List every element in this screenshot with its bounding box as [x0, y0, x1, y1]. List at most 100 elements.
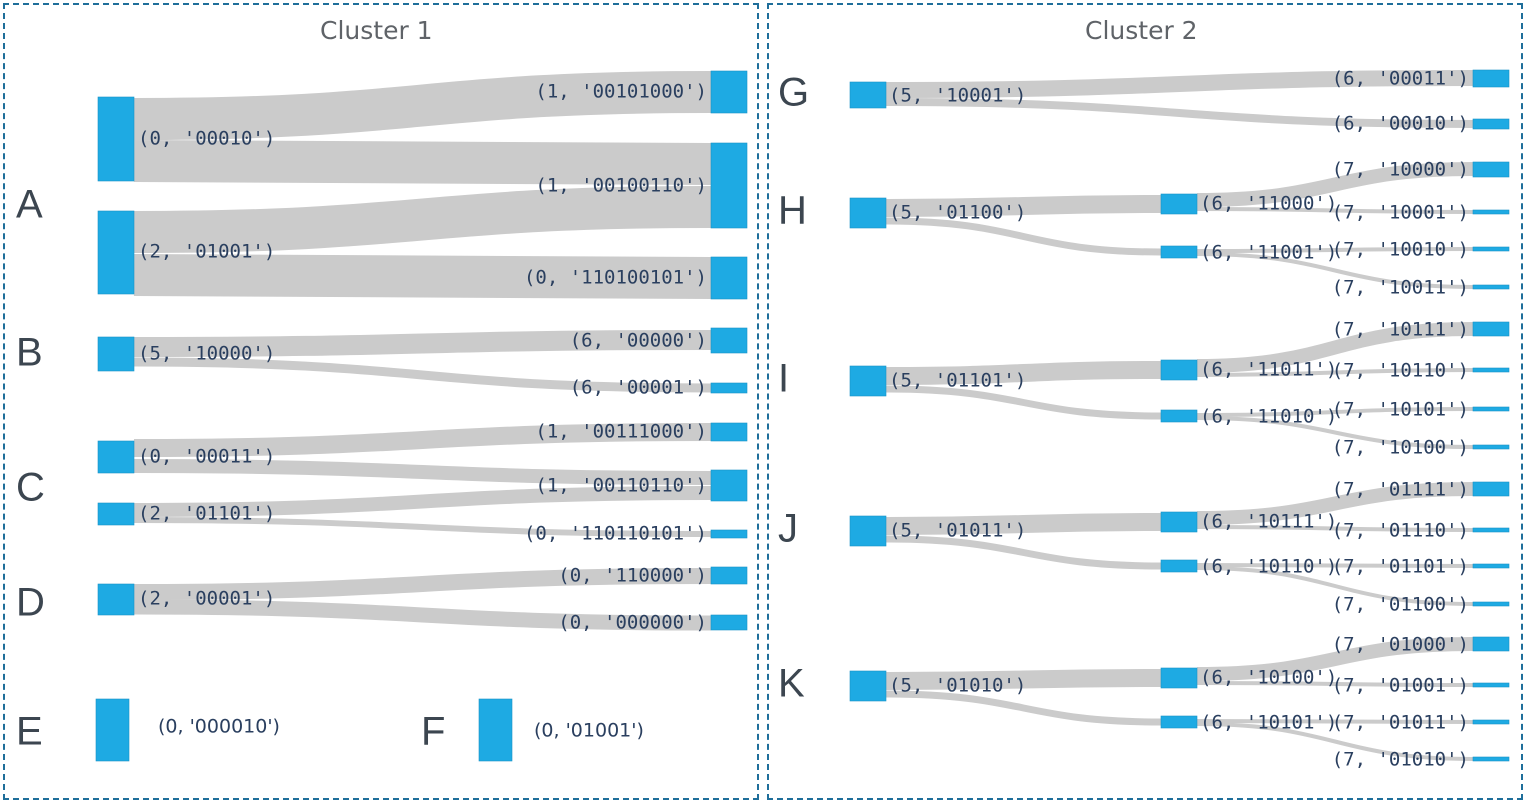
label-h-t2: (7, '10001'): [1332, 202, 1469, 224]
j-m1-t1-link: [1196, 482, 1474, 525]
k-m1-t1-link: [1196, 637, 1474, 681]
h-s-m1-link: [885, 195, 1162, 217]
node-i-t4: [1472, 444, 1510, 450]
label-h-s: (5, '01100'): [889, 202, 1026, 224]
node-j-s: [849, 515, 887, 547]
group-letter-e: E: [16, 710, 43, 754]
node-j-t4: [1472, 601, 1510, 607]
c-s1-t1-link: [133, 423, 712, 457]
node-i-t1: [1472, 321, 1510, 337]
label-c-s2: (2, '01101'): [138, 503, 275, 525]
group-letter-a: A: [16, 183, 43, 227]
label-g-s: (5, '10001'): [889, 85, 1026, 107]
label-d-s: (2, '00001'): [138, 588, 275, 610]
i-m2-t3-link: [1196, 407, 1474, 417]
label-a-t2: (1, '00100110'): [535, 175, 707, 197]
label-b-t2: (6, '00001'): [570, 377, 707, 399]
k-m2-t3-link: [1196, 719, 1474, 724]
label-i-m1: (6, '11011'): [1200, 359, 1337, 381]
node-a-t3: [710, 256, 748, 300]
label-k-s: (5, '01010'): [889, 675, 1026, 697]
k-m1-t2-link: [1196, 681, 1474, 687]
node-a-t2: [710, 142, 748, 229]
label-e: (0, '000010'): [158, 716, 280, 738]
node-k-m1: [1160, 667, 1198, 689]
node-h-t3: [1472, 246, 1510, 252]
group-letter-g: G: [778, 71, 809, 115]
label-k-t1: (7, '01000'): [1332, 634, 1469, 656]
node-c-t2: [710, 469, 748, 502]
node-k-t3: [1472, 719, 1510, 725]
label-a-t3: (0, '110100101'): [524, 267, 707, 289]
label-j-t4: (7, '01100'): [1332, 594, 1469, 616]
node-c-s1: [97, 440, 135, 474]
label-c-t3: (0, '110110101'): [524, 523, 707, 545]
node-d-t2: [710, 614, 748, 631]
i-m2-t4-link: [1196, 416, 1474, 449]
k-s-m1-link: [885, 669, 1162, 690]
c-s2-t2-link: [133, 486, 712, 517]
group-letter-c: C: [16, 466, 45, 510]
cluster-1-frame: [3, 3, 759, 800]
label-d-t2: (0, '000000'): [558, 612, 707, 634]
g-s-t2-link: [885, 98, 1474, 128]
label-k-t2: (7, '01001'): [1332, 675, 1469, 697]
label-h-t4: (7, '10011'): [1332, 277, 1469, 299]
group-letter-b: B: [16, 331, 43, 375]
label-k-m1: (6, '10100'): [1200, 667, 1337, 689]
i-m1-t2-link: [1196, 368, 1474, 377]
node-j-m2: [1160, 559, 1198, 573]
label-k-m2: (6, '10101'): [1200, 712, 1337, 734]
j-s-m1-link: [885, 513, 1162, 535]
h-m2-t3-link: [1196, 247, 1474, 253]
node-b-t1: [710, 327, 748, 354]
c-s2-t3-link: [133, 517, 712, 537]
node-k-t4: [1472, 756, 1510, 762]
j-m1-t2-link: [1196, 525, 1474, 532]
label-h-t1: (7, '10000'): [1332, 159, 1469, 181]
node-h-m1: [1160, 193, 1198, 215]
g-s-t1-link: [885, 70, 1474, 98]
node-j-m1: [1160, 511, 1198, 533]
node-c-t3: [710, 529, 748, 539]
i-s-m1-link: [885, 361, 1162, 385]
cluster-1-title: Cluster 1: [320, 16, 433, 45]
j-s-m2-link: [885, 535, 1162, 570]
node-g-t1: [1472, 69, 1510, 88]
node-e: [95, 698, 130, 762]
label-d-t1: (0, '110000'): [558, 565, 707, 587]
label-j-t2: (7, '01110'): [1332, 520, 1469, 542]
group-letter-k: K: [778, 662, 805, 706]
node-h-t4: [1472, 284, 1510, 290]
a-s1-t1-link: [133, 71, 712, 140]
node-a-t1: [710, 70, 748, 114]
node-j-t2: [1472, 527, 1510, 533]
label-b-s: (5, '10000'): [138, 343, 275, 365]
h-m2-t4-link: [1196, 252, 1474, 289]
label-f: (0, '01001'): [534, 720, 644, 742]
b-s-t2-link: [133, 357, 712, 393]
group-letter-d: D: [16, 581, 45, 625]
label-c-s1: (0, '00011'): [138, 446, 275, 468]
label-g-t1: (6, '00011'): [1332, 68, 1469, 90]
group-letter-i: I: [778, 357, 789, 401]
cluster-2-frame: [767, 3, 1523, 800]
group-letter-h: H: [778, 189, 807, 233]
b-s-t1-link: [133, 330, 712, 357]
node-k-m2: [1160, 715, 1198, 729]
node-d-s: [97, 583, 135, 616]
cluster-2-title: Cluster 2: [1085, 16, 1198, 45]
label-g-t2: (6, '00010'): [1332, 113, 1469, 135]
group-letter-j: J: [778, 507, 798, 551]
k-s-m2-link: [885, 690, 1162, 726]
h-m1-t2-link: [1196, 207, 1474, 214]
node-j-t1: [1472, 481, 1510, 497]
label-i-t3: (7, '10101'): [1332, 399, 1469, 421]
node-b-s: [97, 336, 135, 372]
node-i-t3: [1472, 406, 1510, 412]
node-j-t3: [1472, 563, 1510, 569]
node-h-s: [849, 197, 887, 229]
label-j-m2: (6, '10110'): [1200, 556, 1337, 578]
j-m2-t4-link: [1196, 566, 1474, 606]
node-g-t2: [1472, 118, 1510, 130]
